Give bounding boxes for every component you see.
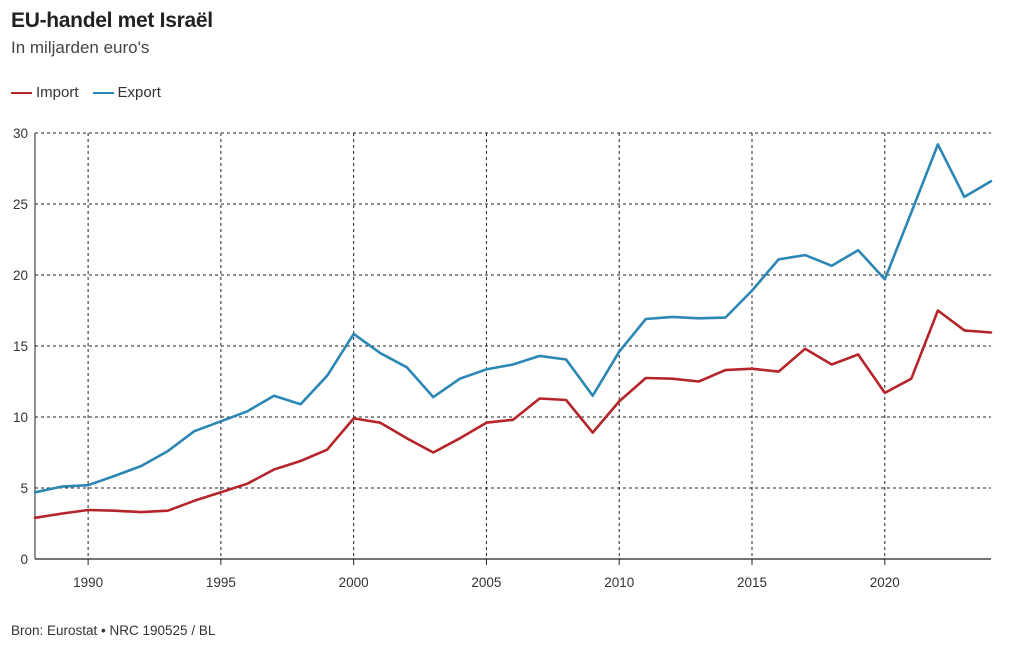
x-tick-label: 2010 [604,575,634,590]
legend-swatch-export [92,91,114,94]
y-tick-label: 5 [20,481,28,496]
legend: Import Export [11,84,175,101]
legend-label-export: Export [117,84,161,101]
chart-subtitle: In miljarden euro's [11,38,150,57]
y-tick-label: 30 [13,126,28,141]
x-tick-label: 1990 [73,575,103,590]
x-tick-label: 1995 [206,575,236,590]
y-tick-label: 20 [13,268,28,283]
y-tick-label: 10 [13,410,28,425]
y-tick-label: 25 [13,197,28,212]
x-tick-label: 2015 [737,575,767,590]
chart-title: EU-handel met Israël [11,9,213,32]
y-tick-label: 15 [13,339,28,354]
series-line-export [33,143,993,494]
series-line-import [33,309,993,520]
legend-item-import: Import [11,84,79,101]
x-tick-label: 2020 [870,575,900,590]
y-tick-label: 0 [20,552,28,567]
source-note: Bron: Eurostat • NRC 190525 / BL [11,623,216,638]
legend-item-export: Export [92,84,161,101]
legend-swatch-import [11,91,32,94]
x-tick-label: 2005 [471,575,501,590]
legend-label-import: Import [36,84,79,101]
x-tick-label: 2000 [339,575,369,590]
